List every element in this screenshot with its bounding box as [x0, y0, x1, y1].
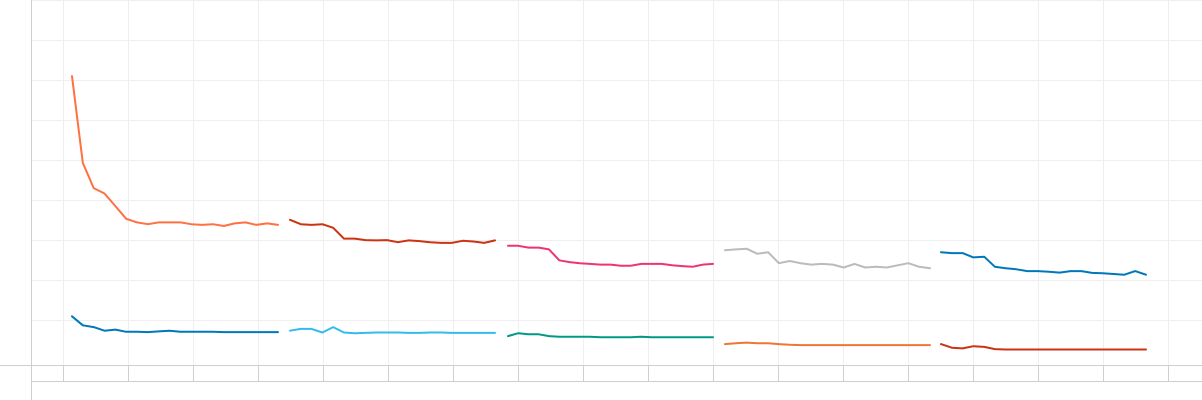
series-line-5-1 — [940, 251, 1147, 276]
series-line-3-1 — [507, 244, 714, 268]
panel-3 — [507, 244, 714, 339]
panel-1 — [71, 75, 279, 334]
series-line-2-1 — [289, 218, 496, 244]
panel-2 — [289, 218, 496, 335]
panel-5 — [940, 251, 1147, 351]
series-line-2-2 — [289, 326, 496, 335]
panel-4 — [724, 247, 931, 347]
series-line-4-2 — [724, 341, 931, 347]
series-line-5-2 — [940, 343, 1147, 351]
series-line-4-1 — [724, 247, 931, 270]
series-group — [71, 75, 1147, 351]
series-line-3-2 — [507, 332, 714, 339]
gridlines — [31, 0, 1202, 365]
series-line-1-1 — [71, 75, 279, 227]
series-line-1-2 — [71, 315, 279, 334]
